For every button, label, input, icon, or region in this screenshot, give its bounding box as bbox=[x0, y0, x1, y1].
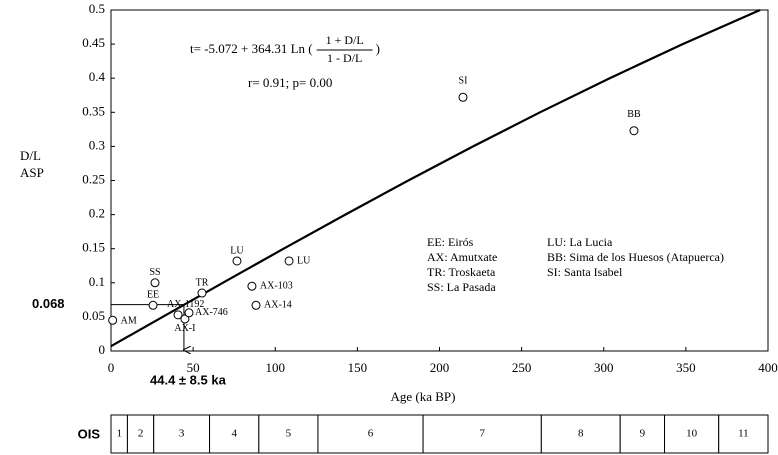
data-point bbox=[180, 314, 190, 324]
ois-stage-label: 1 bbox=[116, 428, 122, 440]
x-tick-label: 200 bbox=[430, 360, 450, 375]
data-point bbox=[184, 308, 194, 318]
x-tick-label: 150 bbox=[348, 360, 368, 375]
x-tick-label: 350 bbox=[676, 360, 696, 375]
y-tick-label: 0.3 bbox=[89, 137, 105, 152]
equation-denominator: 1 - D/L bbox=[327, 51, 362, 65]
point-label: AX-1192 bbox=[167, 299, 204, 310]
equation-numerator: 1 + D/L bbox=[326, 33, 364, 47]
x-tick-label: 400 bbox=[758, 360, 778, 375]
point-label: AX-I bbox=[174, 323, 195, 334]
point-label: AX-14 bbox=[264, 300, 292, 311]
data-point bbox=[284, 256, 294, 266]
point-label: AX-103 bbox=[260, 281, 293, 292]
ois-stage-label: 7 bbox=[479, 428, 485, 440]
ois-stage-label: 6 bbox=[368, 428, 374, 440]
y-tick-label: 0.45 bbox=[82, 35, 105, 50]
ois-stage bbox=[126, 414, 155, 454]
ois-stage bbox=[422, 414, 542, 454]
regression-curve bbox=[110, 8, 761, 348]
legend-entry: BB: Sima de los Huesos (Atapuerca) bbox=[547, 250, 724, 264]
y-axis-label: D/L bbox=[20, 148, 41, 163]
y-tick-label: 0.35 bbox=[82, 103, 105, 118]
x-tick-label: 300 bbox=[594, 360, 614, 375]
ois-stage bbox=[718, 414, 769, 454]
ois-stage bbox=[619, 414, 666, 454]
y-axis-label: ASP bbox=[20, 165, 44, 180]
legend-entry: SI: Santa Isabel bbox=[547, 265, 623, 279]
point-label: SI bbox=[459, 76, 468, 87]
point-label: AX-746 bbox=[195, 307, 228, 318]
point-label: SS bbox=[149, 267, 160, 278]
legend-entry: EE: Eirós bbox=[427, 235, 474, 249]
y-tick-label: 0.15 bbox=[82, 240, 105, 255]
data-point bbox=[629, 126, 639, 136]
data-point bbox=[458, 92, 468, 102]
x-tick-label: 50 bbox=[187, 360, 200, 375]
y-tick-label: 0.1 bbox=[89, 274, 105, 289]
point-label: AM bbox=[121, 316, 137, 327]
equation: ) bbox=[376, 41, 380, 56]
ois-stage bbox=[664, 414, 720, 454]
reference-y-label: 0.068 bbox=[32, 296, 65, 311]
reference-x-label: 44.4 ± 8.5 ka bbox=[150, 372, 227, 387]
ois-stage-label: 2 bbox=[138, 428, 144, 440]
data-point bbox=[247, 281, 257, 291]
ois-stage bbox=[209, 414, 260, 454]
ois-stage-label: 5 bbox=[286, 428, 292, 440]
ois-stage bbox=[317, 414, 424, 454]
ois-stage-label: 11 bbox=[738, 428, 749, 440]
y-tick-label: 0.05 bbox=[82, 308, 105, 323]
point-label: TR bbox=[196, 277, 209, 288]
ois-stage-label: 8 bbox=[578, 428, 584, 440]
data-point bbox=[150, 278, 160, 288]
ois-stage-label: 3 bbox=[179, 428, 185, 440]
data-point bbox=[148, 300, 158, 310]
data-point bbox=[108, 315, 118, 325]
data-point bbox=[197, 288, 207, 298]
plot-frame bbox=[110, 9, 769, 352]
y-tick-label: 0.2 bbox=[89, 206, 105, 221]
legend-entry: LU: La Lucia bbox=[547, 235, 613, 249]
legend-entry: AX: Amutxate bbox=[427, 250, 497, 264]
point-label: BB bbox=[627, 109, 641, 120]
x-axis-label: Age (ka BP) bbox=[391, 389, 456, 404]
y-tick-label: 0.5 bbox=[89, 1, 105, 16]
legend-entry: TR: Troskaeta bbox=[427, 265, 496, 279]
ois-label: OIS bbox=[78, 426, 101, 441]
legend-entry: SS: La Pasada bbox=[427, 280, 496, 294]
x-tick-label: 0 bbox=[108, 360, 115, 375]
y-tick-label: 0.4 bbox=[89, 69, 106, 84]
equation: t= -5.072 + 364.31 Ln ( bbox=[190, 41, 313, 56]
stats: r= 0.91; p= 0.00 bbox=[248, 75, 332, 90]
data-point bbox=[173, 310, 183, 320]
y-tick-label: 0 bbox=[99, 342, 106, 357]
point-label: LU bbox=[230, 245, 244, 256]
ois-stage-label: 4 bbox=[231, 428, 237, 440]
data-point bbox=[232, 256, 242, 266]
data-point bbox=[251, 300, 261, 310]
ois-stage-label: 10 bbox=[686, 428, 698, 440]
y-tick-label: 0.25 bbox=[82, 171, 105, 186]
ois-stage bbox=[540, 414, 621, 454]
x-tick-label: 250 bbox=[512, 360, 532, 375]
point-label: EE bbox=[147, 290, 159, 301]
ois-stage-label: 9 bbox=[640, 428, 646, 440]
ois-stage bbox=[153, 414, 211, 454]
point-label: LU bbox=[297, 255, 311, 266]
x-tick-label: 100 bbox=[266, 360, 286, 375]
